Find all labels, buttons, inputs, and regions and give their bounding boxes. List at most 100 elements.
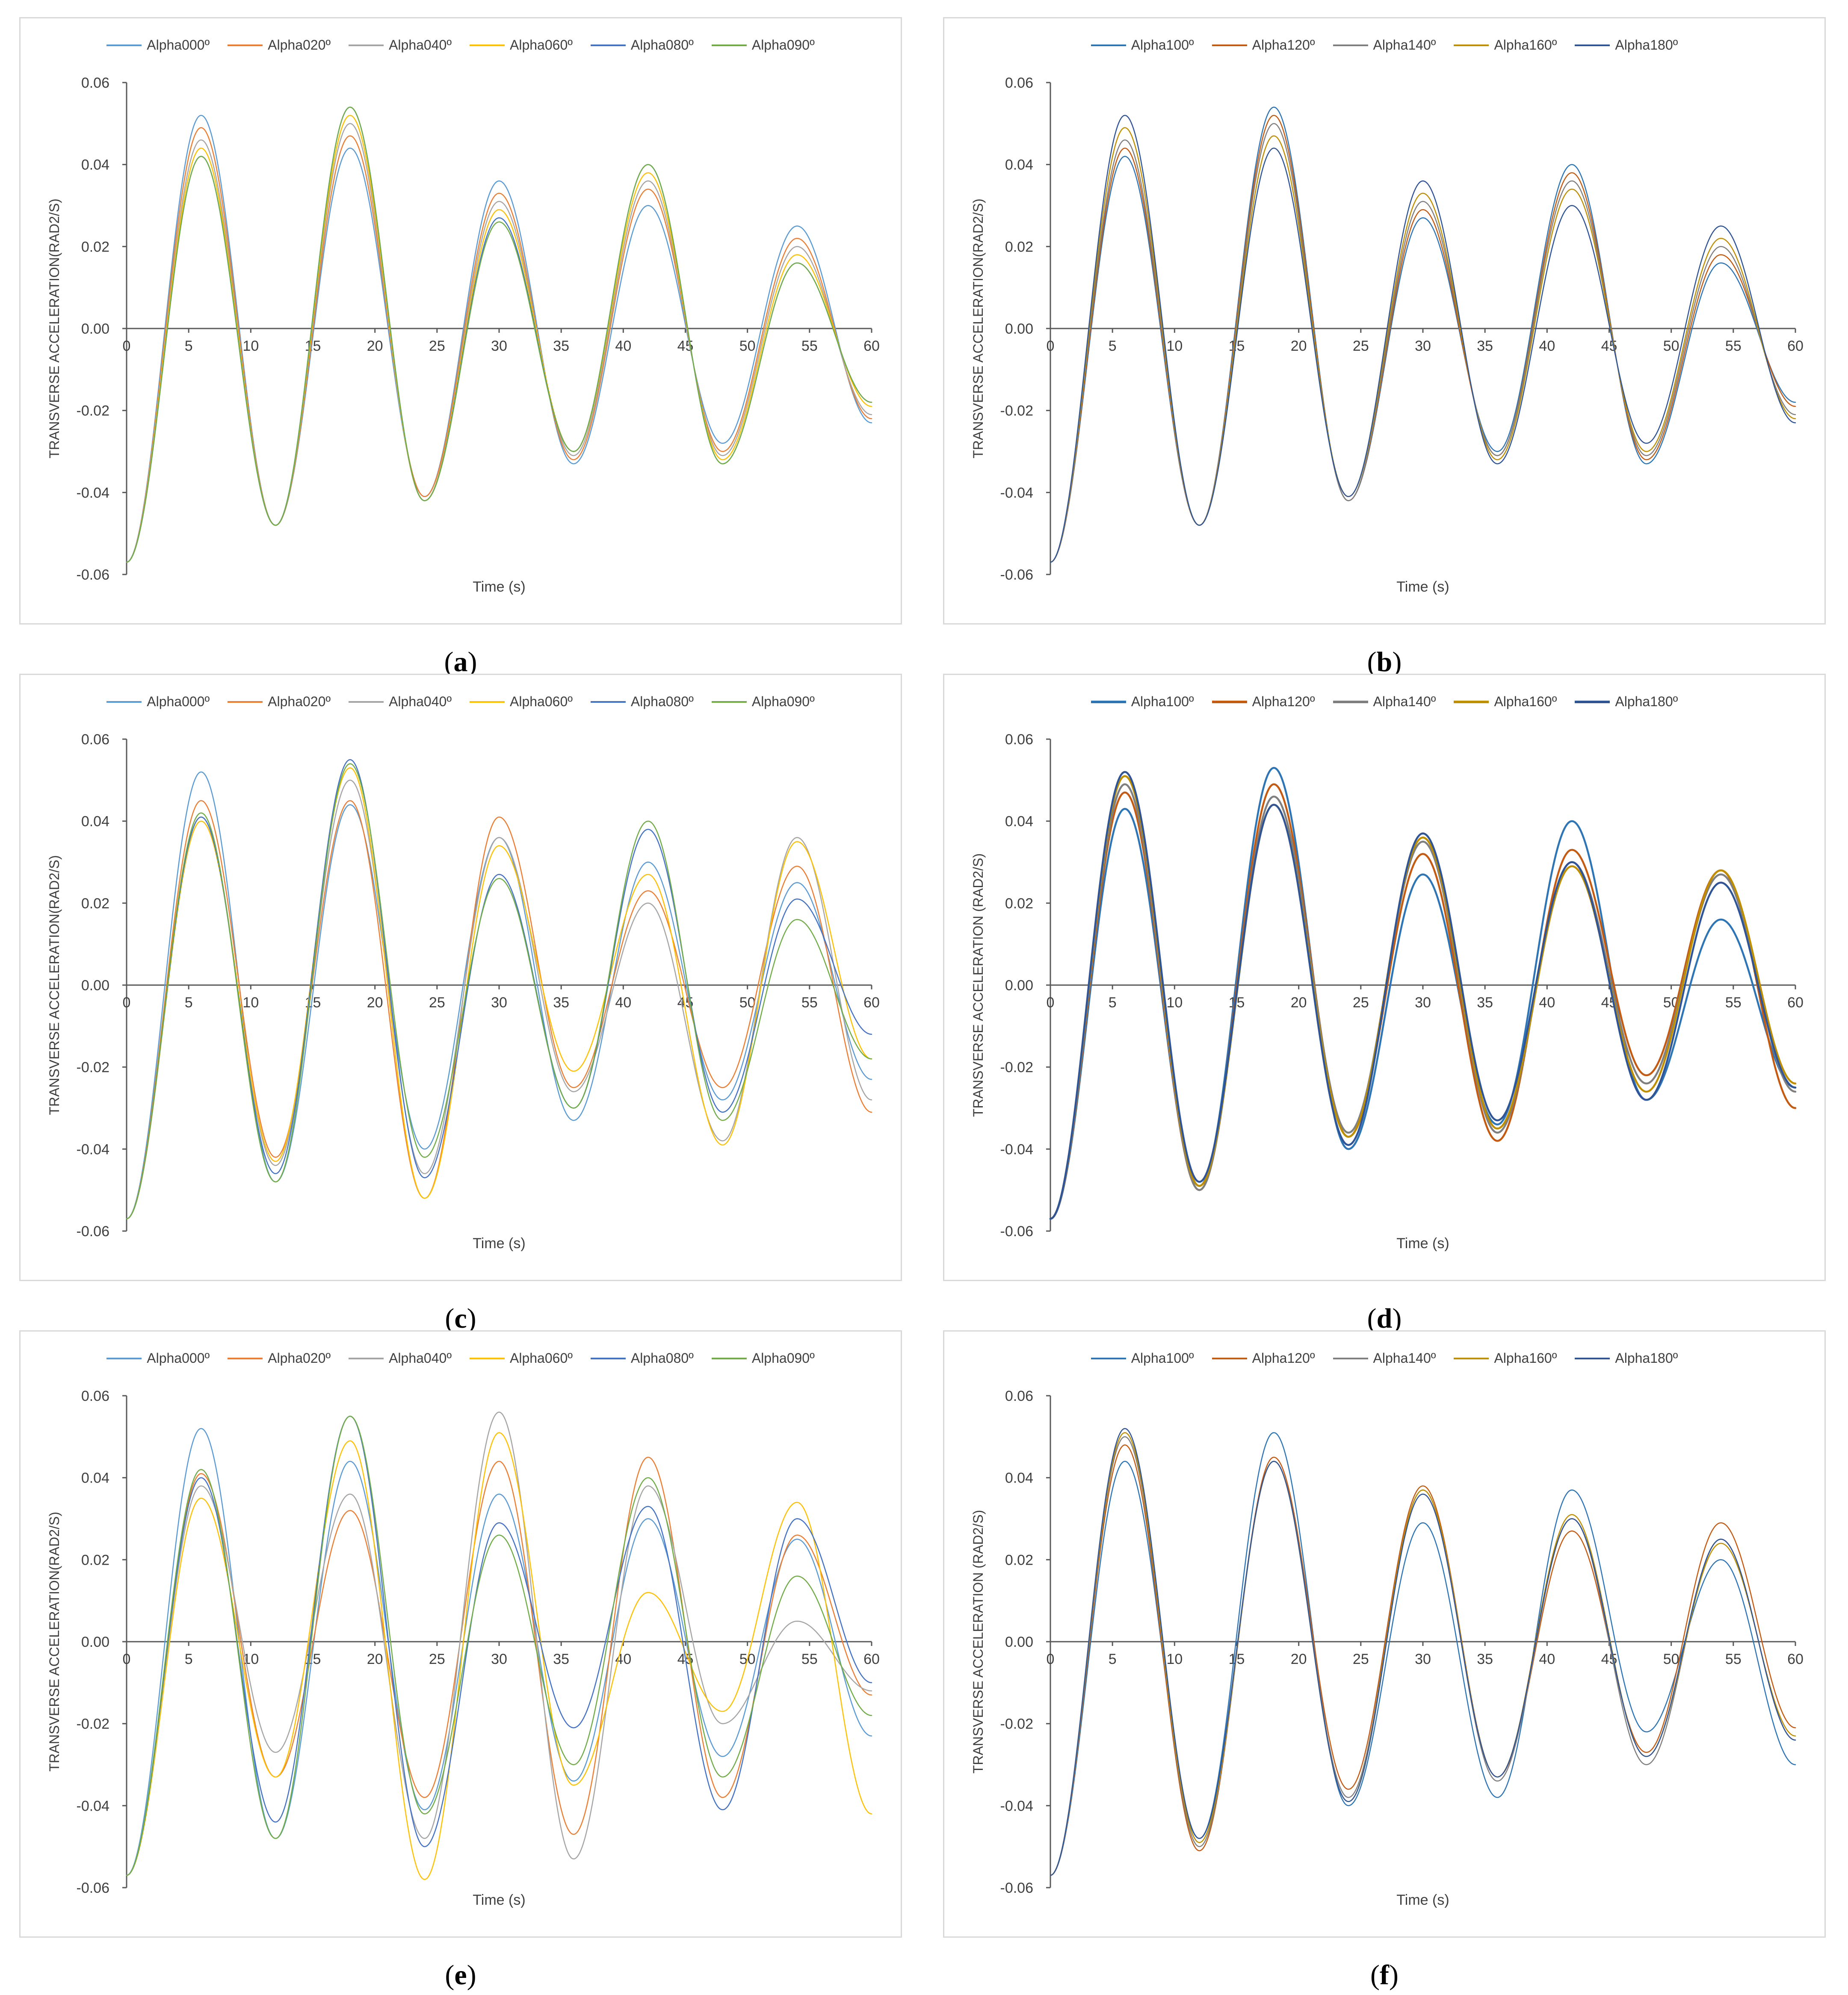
- legend: Alpha000º Alpha020º Alpha040º Alpha060º Alph…: [21, 694, 901, 710]
- y-tick-label: -0.06: [77, 1223, 110, 1240]
- y-tick-label: 0.02: [81, 895, 109, 912]
- series-line: [126, 759, 872, 1219]
- legend-swatch: [590, 701, 626, 703]
- y-axis-title: TRANSVERSE ACCELERATION(RAD2/S): [47, 855, 62, 1115]
- y-tick-label: 0.04: [81, 814, 109, 830]
- series-line: [1050, 1444, 1796, 1876]
- legend-item: Alpha060º: [470, 37, 573, 53]
- legend-label: Alpha100º: [1131, 694, 1194, 709]
- x-tick-label: 5: [1109, 338, 1117, 354]
- caption-label: b: [1376, 646, 1393, 678]
- series-line: [126, 1432, 872, 1880]
- x-axis-title: Time (s): [473, 1892, 525, 1908]
- legend-item: Alpha140º: [1333, 37, 1436, 53]
- legend-item: Alpha140º: [1333, 694, 1436, 710]
- legend-label: Alpha100º: [1131, 1350, 1194, 1366]
- caption-close: ): [467, 1959, 476, 1991]
- x-tick-label: 40: [1539, 995, 1555, 1011]
- x-tick-label: 35: [553, 1651, 569, 1667]
- legend-swatch: [590, 44, 626, 46]
- legend-item: Alpha000º: [106, 694, 210, 710]
- y-tick-label: 0.02: [1005, 239, 1033, 255]
- x-axis-title: Time (s): [1396, 1892, 1449, 1908]
- y-tick-label: 0.04: [81, 1470, 109, 1486]
- x-tick-label: 35: [553, 995, 569, 1011]
- y-tick-label: 0.06: [1005, 1388, 1033, 1404]
- y-tick-label: 0.00: [81, 321, 109, 337]
- caption-label: d: [1376, 1303, 1393, 1334]
- x-tick-label: 50: [739, 338, 756, 354]
- series-line: [126, 1415, 872, 1876]
- legend-swatch: [711, 44, 747, 46]
- x-tick-label: 35: [1477, 1651, 1493, 1667]
- legend-label: Alpha140º: [1373, 1350, 1436, 1366]
- caption-open: (: [1367, 1303, 1377, 1334]
- x-tick-label: 55: [801, 338, 818, 354]
- y-tick-label: -0.02: [77, 1716, 110, 1732]
- x-tick-label: 55: [801, 995, 818, 1011]
- legend-label: Alpha160º: [1494, 37, 1557, 53]
- y-tick-label: 0.06: [81, 731, 109, 748]
- legend-swatch: [1091, 1357, 1126, 1359]
- legend-label: Alpha120º: [1252, 37, 1315, 53]
- legend-label: Alpha040º: [389, 694, 452, 709]
- legend-label: Alpha180º: [1615, 1350, 1678, 1366]
- legend-swatch: [106, 44, 142, 46]
- legend-swatch: [1575, 700, 1610, 703]
- y-tick-label: 0.06: [1005, 75, 1033, 91]
- y-tick-label: -0.04: [1000, 485, 1034, 501]
- y-axis-title: TRANSVERSE ACCELERATION (RAD2/S): [970, 1510, 986, 1773]
- legend-label: Alpha000º: [147, 1350, 210, 1366]
- legend-item: Alpha060º: [470, 694, 573, 710]
- y-tick-label: -0.06: [1000, 567, 1034, 583]
- legend-label: Alpha060º: [510, 37, 573, 53]
- y-tick-label: 0.00: [1005, 977, 1033, 994]
- caption-label: e: [454, 1959, 467, 1991]
- x-tick-label: 55: [1725, 995, 1742, 1011]
- legend-swatch: [1212, 700, 1247, 703]
- y-tick-label: -0.04: [77, 1141, 110, 1157]
- legend-item: Alpha020º: [228, 37, 331, 53]
- x-tick-label: 5: [185, 995, 193, 1011]
- plot-area: -0.06-0.04-0.020.000.020.040.060 5 10 15 20 2…: [970, 731, 1804, 1252]
- series-line: [126, 1415, 872, 1876]
- caption-close: ): [1392, 646, 1402, 678]
- x-tick-label: 30: [1415, 1651, 1431, 1667]
- y-axis-title: TRANSVERSE ACCELERATION (RAD2/S): [970, 853, 986, 1117]
- y-tick-label: 0.02: [1005, 895, 1033, 912]
- legend-item: Alpha090º: [711, 694, 815, 710]
- x-tick-label: 0: [1047, 1651, 1055, 1667]
- legend-item: Alpha080º: [590, 1350, 694, 1366]
- legend-item: Alpha060º: [470, 1350, 573, 1366]
- legend-swatch: [1575, 1357, 1610, 1359]
- y-tick-label: 0.00: [81, 1634, 109, 1650]
- y-tick-label: -0.04: [1000, 1798, 1034, 1814]
- x-tick-label: 30: [1415, 338, 1431, 354]
- legend-label: Alpha060º: [510, 1350, 573, 1366]
- x-tick-label: 30: [491, 995, 507, 1011]
- y-tick-label: 0.02: [1005, 1552, 1033, 1568]
- x-tick-label: 25: [1353, 338, 1369, 354]
- series-line: [126, 107, 872, 563]
- x-tick-label: 5: [1109, 1651, 1117, 1667]
- legend-swatch: [1333, 1357, 1368, 1359]
- y-axis-title: TRANSVERSE ACCELERATION(RAD2/S): [970, 198, 986, 459]
- series-line: [126, 1412, 872, 1876]
- y-tick-label: -0.04: [77, 485, 110, 501]
- x-tick-label: 40: [615, 1651, 631, 1667]
- plot-area: -0.06-0.04-0.020.000.020.040.060 5 10 15 20 2…: [47, 731, 880, 1252]
- legend-item: Alpha000º: [106, 37, 210, 53]
- x-tick-label: 0: [1047, 995, 1055, 1011]
- x-tick-label: 55: [801, 1651, 818, 1667]
- legend-swatch: [228, 1357, 263, 1359]
- legend-swatch: [228, 701, 263, 703]
- chart-panel-b: Alpha100º Alpha120º Alpha140º Alpha160º Alph…: [943, 17, 1826, 625]
- x-tick-label: 10: [242, 995, 259, 1011]
- caption-open: (: [445, 1959, 455, 1991]
- x-tick-label: 60: [863, 995, 880, 1011]
- legend-label: Alpha020º: [268, 37, 331, 53]
- plot-area: -0.06-0.04-0.020.000.020.040.060 5 10 15 20 2…: [970, 75, 1804, 595]
- x-tick-label: 30: [1415, 995, 1431, 1011]
- legend: Alpha100º Alpha120º Alpha140º Alpha160º Alph…: [944, 1350, 1824, 1366]
- legend-label: Alpha120º: [1252, 1350, 1315, 1366]
